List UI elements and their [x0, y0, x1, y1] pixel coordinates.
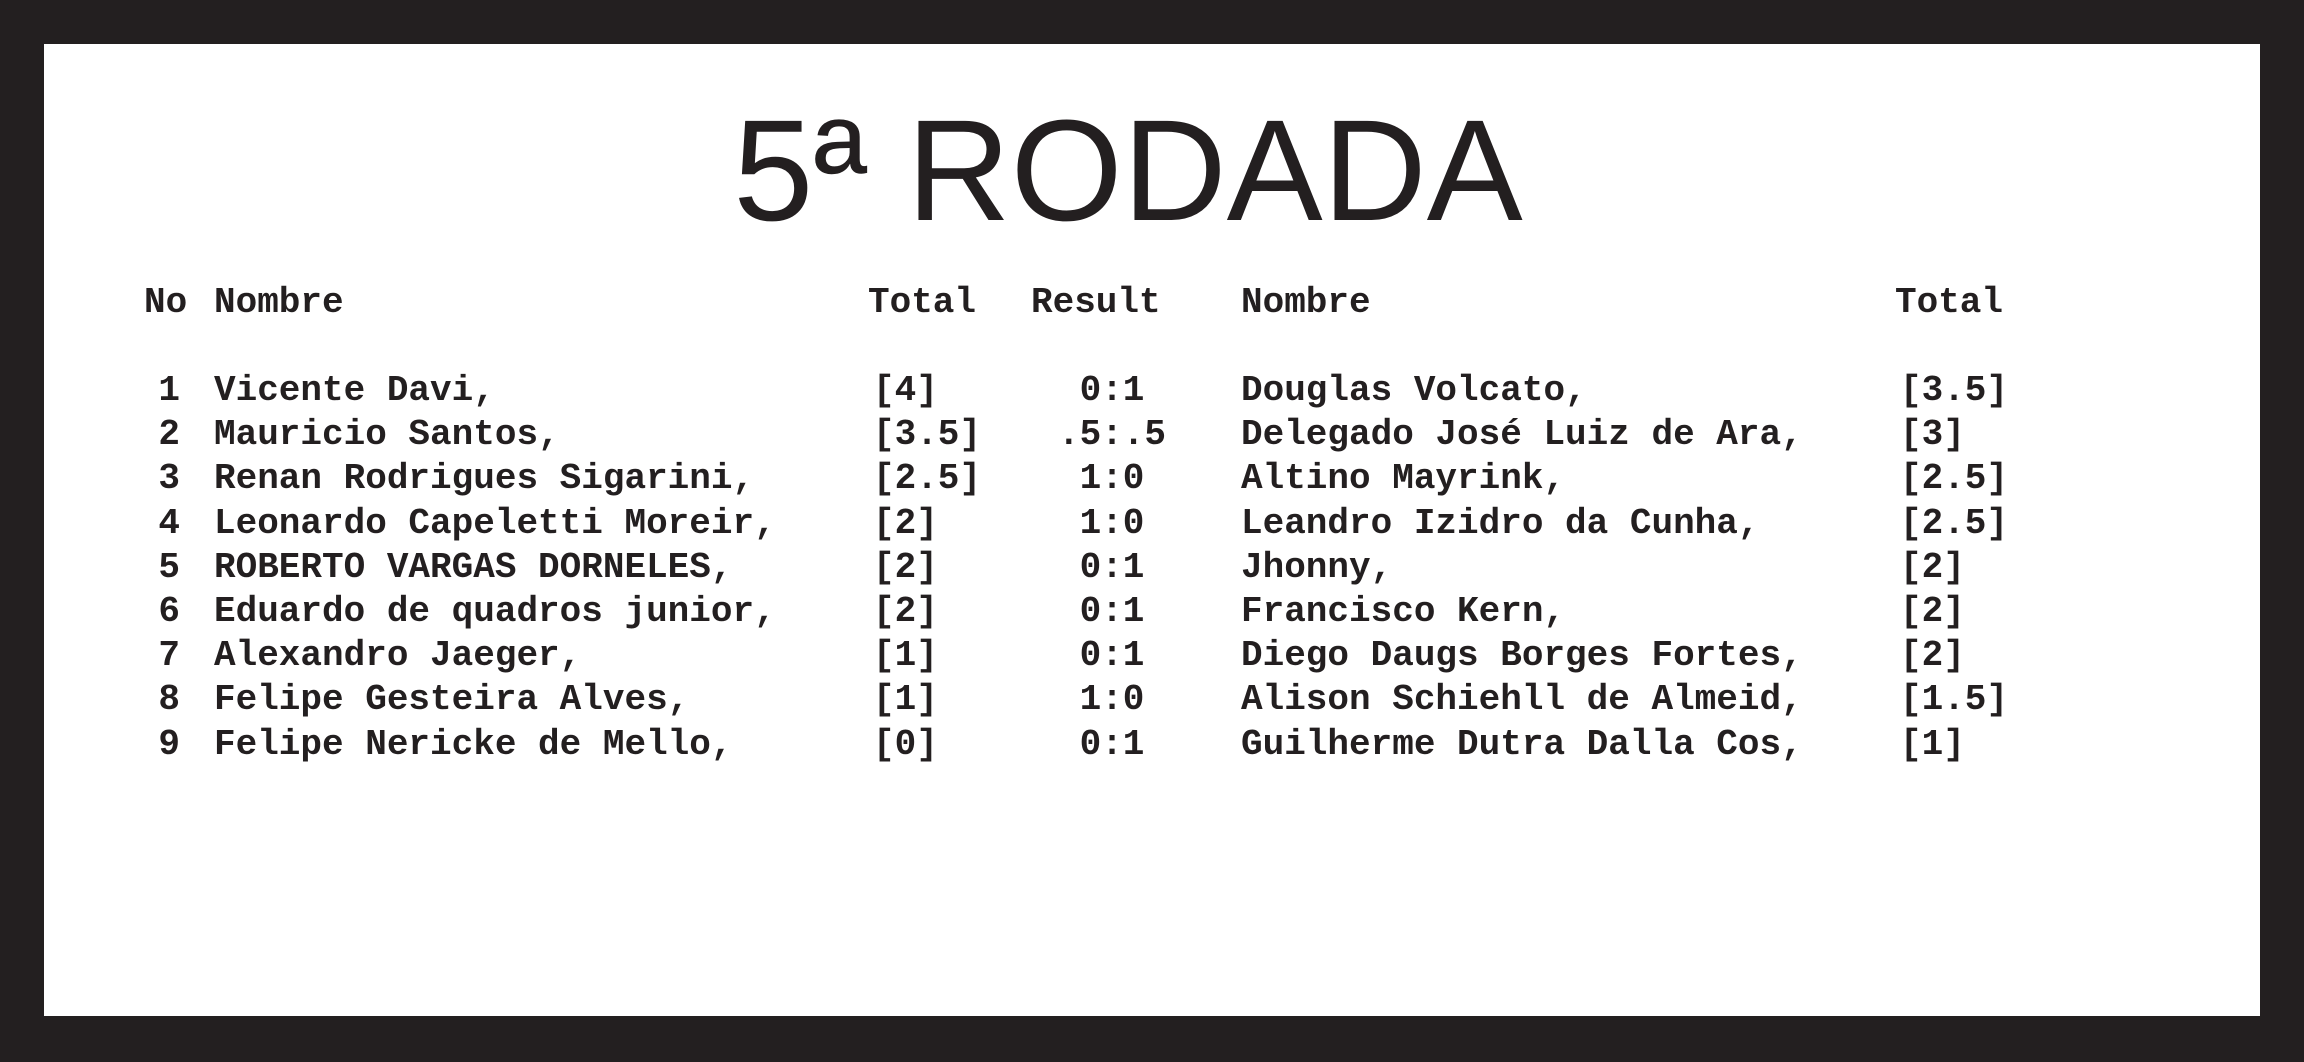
white-player-total: [2] — [873, 591, 938, 632]
header-total-right: Total — [1895, 282, 2004, 323]
white-player-total: [2] — [873, 546, 938, 588]
board-number: 1 — [158, 370, 180, 411]
black-player-total: [1.5] — [1900, 679, 2009, 721]
black-player-name: Francisco Kern, — [1241, 591, 1566, 632]
white-player-name: Leonardo Capeletti Moreir, — [214, 502, 776, 544]
black-player-total: [3.5] — [1900, 370, 2009, 411]
black-player-name: Guilherme Dutra Dalla Cos, — [1241, 723, 1803, 765]
black-player-name: Delegado José Luiz de Ara, — [1241, 414, 1803, 456]
game-result: 0:1 — [1079, 546, 1145, 588]
white-player-name: Felipe Nericke de Mello, — [214, 723, 733, 765]
board-number: 6 — [158, 591, 180, 632]
header-name-right: Nombre — [1241, 282, 1371, 323]
white-player-name: ROBERTO VARGAS DORNELES, — [214, 546, 733, 588]
black-player-name: Jhonny, — [1241, 546, 1393, 588]
white-player-total: [4] — [873, 370, 938, 411]
white-player-total: [2.5] — [873, 458, 982, 500]
game-result: .5:.5 — [1057, 414, 1167, 456]
white-player-name: Eduardo de quadros junior, — [214, 591, 776, 632]
board-number: 4 — [158, 502, 180, 544]
black-player-name: Altino Mayrink, — [1241, 458, 1566, 500]
board-number: 3 — [158, 458, 180, 500]
game-result: 0:1 — [1079, 591, 1145, 632]
black-player-total: [2] — [1900, 635, 1965, 677]
white-player-name: Mauricio Santos, — [214, 414, 560, 456]
white-player-total: [1] — [873, 679, 938, 721]
board-number: 2 — [158, 414, 180, 456]
white-player-name: Alexandro Jaeger, — [214, 635, 582, 677]
game-result: 0:1 — [1079, 635, 1145, 677]
black-player-total: [2] — [1900, 591, 1965, 632]
board-number: 9 — [158, 723, 180, 765]
white-player-name: Felipe Gesteira Alves, — [214, 679, 690, 721]
white-player-total: [0] — [873, 723, 938, 765]
game-result: 0:1 — [1079, 370, 1145, 411]
black-player-total: [2.5] — [1900, 458, 2009, 500]
black-player-total: [2] — [1900, 546, 1965, 588]
black-player-total: [3] — [1900, 414, 1965, 456]
black-player-name: Diego Daugs Borges Fortes, — [1241, 635, 1803, 677]
header-name-left: Nombre — [214, 282, 344, 323]
white-player-total: [2] — [873, 502, 938, 544]
black-player-total: [2.5] — [1900, 502, 2009, 544]
header-no: No — [144, 282, 188, 323]
white-player-name: Vicente Davi, — [214, 370, 495, 411]
game-result: 0:1 — [1079, 723, 1145, 765]
black-player-total: [1] — [1900, 723, 1965, 765]
black-player-name: Douglas Volcato, — [1241, 370, 1587, 411]
black-player-name: Leandro Izidro da Cunha, — [1241, 502, 1760, 544]
game-result: 1:0 — [1079, 679, 1145, 721]
white-player-name: Renan Rodrigues Sigarini, — [214, 458, 755, 500]
header-result: Result — [1031, 282, 1161, 323]
game-result: 1:0 — [1079, 502, 1145, 544]
game-result: 1:0 — [1079, 458, 1145, 500]
white-player-total: [3.5] — [873, 414, 982, 456]
black-player-name: Alison Schiehll de Almeid, — [1241, 679, 1803, 721]
pairings-sheet: 5ª RODADA No Nombre Total Result Nombre … — [44, 44, 2260, 1016]
board-number: 8 — [158, 679, 180, 721]
page-title: 5ª RODADA — [733, 90, 1523, 251]
header-total-left: Total — [868, 282, 977, 323]
white-player-total: [1] — [873, 635, 938, 677]
board-number: 7 — [158, 635, 180, 677]
board-number: 5 — [158, 546, 180, 588]
